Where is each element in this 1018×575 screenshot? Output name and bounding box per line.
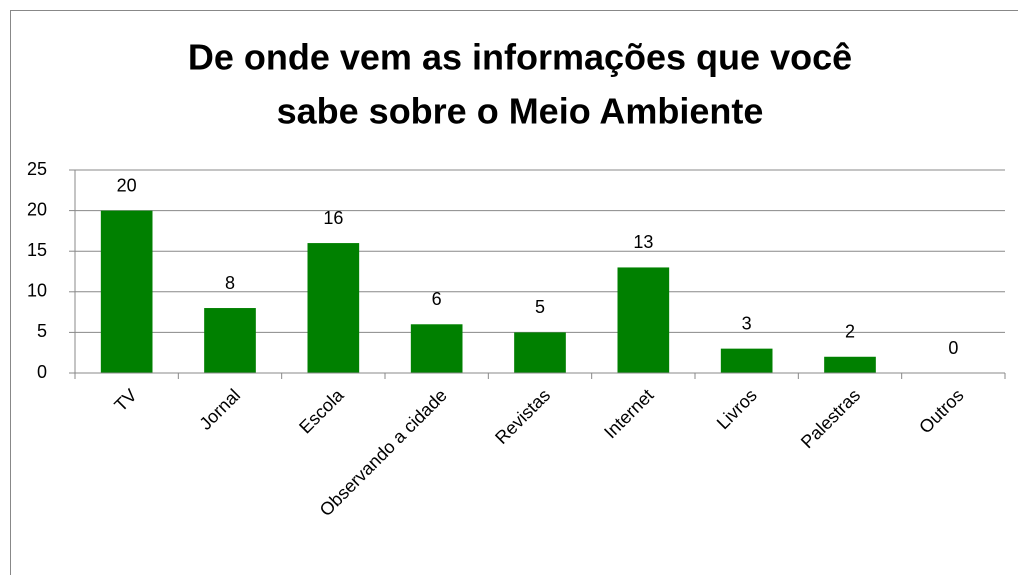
value-label: 6 — [432, 289, 442, 309]
y-tick-label: 5 — [37, 321, 47, 341]
y-tick-label: 0 — [37, 362, 47, 382]
value-label: 20 — [117, 175, 137, 195]
chart-title: De onde vem as informações que você — [188, 37, 852, 78]
chart-frame — [10, 10, 1018, 575]
bar — [410, 324, 463, 373]
value-label: 3 — [742, 313, 752, 333]
bar — [100, 210, 153, 373]
chart-title: sabe sobre o Meio Ambiente — [277, 91, 764, 132]
value-label: 0 — [948, 338, 958, 358]
bar — [514, 332, 566, 373]
y-tick-label: 10 — [27, 281, 47, 301]
value-label: 8 — [225, 273, 235, 293]
y-tick-label: 15 — [27, 240, 47, 260]
y-tick-label: 25 — [27, 159, 47, 179]
bar — [617, 267, 670, 373]
bar — [824, 356, 876, 373]
x-tick-label: Revistas — [491, 385, 554, 448]
x-tick-label: Jornal — [195, 385, 244, 434]
value-label: 16 — [323, 208, 343, 228]
x-tick-label: Escola — [295, 384, 348, 437]
x-tick-label: Outros — [915, 385, 967, 437]
value-label: 2 — [845, 322, 855, 342]
bar — [720, 348, 773, 373]
x-tick-label: Livros — [713, 385, 761, 433]
bar — [204, 308, 256, 373]
value-label: 13 — [633, 232, 653, 252]
x-tick-label: Internet — [600, 385, 657, 442]
y-tick-label: 20 — [27, 199, 47, 219]
x-tick-label: Palestras — [797, 385, 864, 452]
x-tick-label: TV — [110, 385, 140, 415]
value-label: 5 — [535, 297, 545, 317]
bar — [307, 243, 360, 373]
